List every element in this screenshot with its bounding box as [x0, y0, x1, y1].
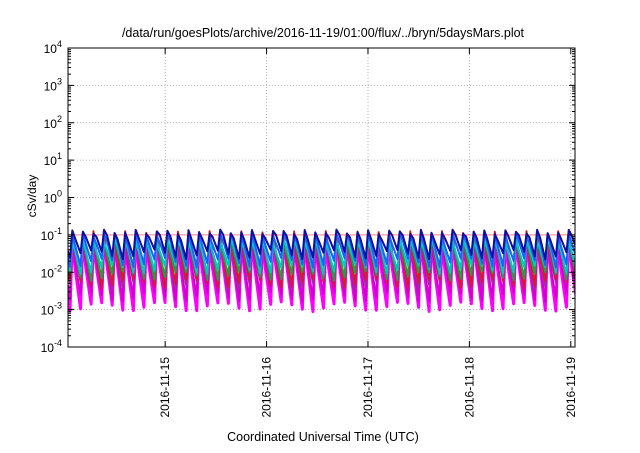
y-axis-label: cSv/day [25, 175, 39, 218]
axes: 10-4 10-3 10-2 10-1 100 101 102 103 104 2016-11-1… [41, 39, 578, 418]
plot-area [68, 228, 575, 314]
y-tick-label: 10-2 [41, 263, 62, 280]
y-tick-label: 100 [44, 189, 62, 206]
y-tick-label: 10-1 [41, 226, 62, 243]
y-tick-label: 104 [44, 39, 62, 56]
series-group [68, 228, 575, 314]
y-tick-label: 101 [44, 151, 62, 168]
y-tick-label: 10-3 [41, 301, 62, 318]
x-tick-label: 2016-11-15 [158, 357, 172, 418]
data-series-line [68, 228, 575, 261]
x-tick-label: 2016-11-17 [361, 357, 375, 418]
x-tick-label: 2016-11-19 [564, 357, 578, 418]
chart-title: /data/run/goesPlots/archive/2016-11-19/0… [122, 26, 525, 40]
y-tick-label: 103 [44, 76, 62, 93]
x-axis-label: Coordinated Universal Time (UTC) [227, 430, 419, 444]
y-tick-label: 10-4 [41, 338, 62, 355]
x-tick-label: 2016-11-18 [462, 357, 476, 418]
y-tick-label: 102 [44, 114, 62, 131]
x-tick-label: 2016-11-16 [260, 357, 274, 418]
